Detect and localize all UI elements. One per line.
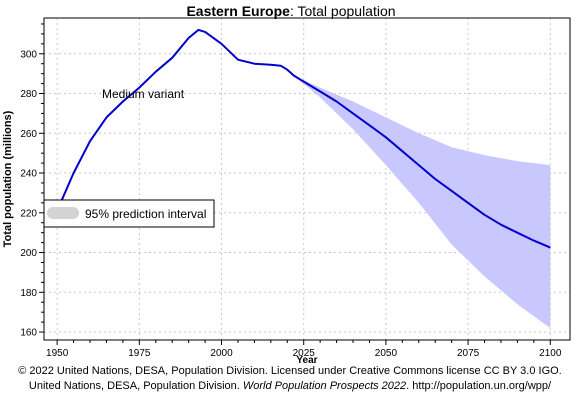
source-prefix: United Nations, DESA, Population Divisio… [28,380,243,392]
y-tick-label: 300 [20,49,37,60]
y-tick-label: 280 [20,89,37,100]
x-tick-label: 1950 [46,348,69,359]
legend-label: 95% prediction interval [85,207,206,221]
y-axis-label: Total population (millions) [2,110,14,247]
chart-title-rest: : Total population [290,3,396,19]
band-layer [293,75,551,329]
y-axis: 160 180 200 220 240 260 280 300 [20,23,44,339]
x-axis-label: Year [296,355,317,366]
x-tick-label: 2025 [293,348,316,359]
source-suffix: . http://population.un.org/wpp/ [406,380,552,392]
source-footer: United Nations, DESA, Population Divisio… [0,380,580,392]
chart-title-region: Eastern Europe [186,3,290,19]
x-tick-label: 2100 [539,348,562,359]
y-tick-label: 180 [20,288,37,299]
legend: 95% prediction interval [43,199,215,228]
y-tick-label: 220 [20,208,37,219]
chart-title: Eastern Europe: Total population [186,3,395,19]
copyright-footer: © 2022 United Nations, DESA, Population … [18,365,562,377]
line-layer [56,28,551,249]
source-title: World Population Prospects 2022 [242,380,407,392]
prediction-interval-band [293,75,551,329]
x-tick-label: 2075 [457,348,480,359]
plot-frame [43,17,571,341]
y-tick-label: 240 [20,169,37,180]
y-tick-label: 160 [20,328,37,339]
x-axis: 1950 1975 2000 2025 2050 2075 2100 [46,340,562,359]
x-tick-label: 2000 [210,348,233,359]
x-tick-label: 1975 [128,348,151,359]
y-tick-label: 200 [20,248,37,259]
medium-variant-line [56,28,551,249]
legend-swatch [47,207,79,219]
medium-variant-label: Medium variant [102,87,185,101]
y-tick-label: 260 [20,129,37,140]
x-tick-label: 2050 [375,348,398,359]
